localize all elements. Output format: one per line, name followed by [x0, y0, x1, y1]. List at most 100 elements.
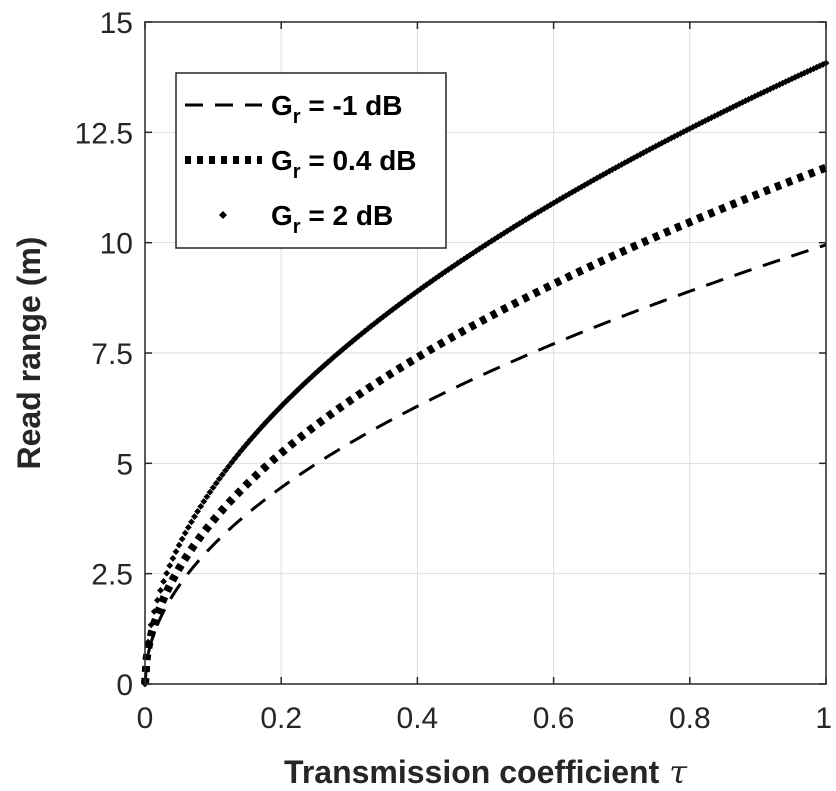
- y-tick-label: 7.5: [91, 338, 133, 371]
- data-point-marker: [482, 241, 489, 249]
- data-point-marker: [698, 118, 706, 126]
- data-point-marker: [203, 493, 211, 501]
- legend-label-subscript: r: [293, 161, 301, 183]
- y-tick-label: 12.5: [75, 117, 133, 150]
- x-axis-label-text: Transmission coefficient: [284, 754, 660, 790]
- data-point-marker: [206, 488, 214, 496]
- data-point-marker: [212, 479, 220, 487]
- data-point-marker: [807, 66, 814, 74]
- data-point-marker: [674, 131, 681, 139]
- data-point-marker: [144, 638, 152, 646]
- data-point-marker: [225, 463, 232, 470]
- data-point-marker: [773, 82, 780, 90]
- data-point-marker: [308, 372, 316, 380]
- data-point-marker: [197, 502, 205, 510]
- data-point-marker: [188, 518, 195, 526]
- data-point-marker: [735, 100, 743, 108]
- data-point-marker: [147, 621, 155, 629]
- legend-label: Gr = -1 dB: [271, 90, 403, 128]
- data-point-marker: [268, 412, 276, 420]
- data-point-marker: [401, 296, 409, 304]
- legend-label-subscript: r: [293, 216, 301, 238]
- data-point-marker: [488, 237, 496, 245]
- legend-label-main: G: [271, 90, 293, 121]
- data-point-marker: [194, 507, 202, 515]
- x-axis-label: Transmission coefficient τ: [284, 753, 688, 791]
- legend-label: Gr = 0.4 dB: [271, 145, 417, 183]
- data-point-marker: [695, 120, 703, 128]
- legend-label-subscript: r: [293, 106, 301, 128]
- data-point-marker: [568, 188, 576, 196]
- data-point-marker: [435, 272, 443, 280]
- data-point-marker: [222, 467, 229, 474]
- data-point-marker: [677, 129, 684, 137]
- data-point-marker: [612, 164, 619, 172]
- data-point-marker: [228, 459, 236, 466]
- data-point-marker: [565, 190, 573, 198]
- data-point-marker: [599, 171, 607, 179]
- data-point-marker: [475, 245, 483, 253]
- series-markers-gr-2db: [141, 59, 830, 688]
- legend-label-rest: = 2 dB: [301, 200, 394, 231]
- data-point-marker: [169, 555, 177, 562]
- legend-label-rest: = 0.4 dB: [301, 145, 417, 176]
- data-point-marker: [166, 562, 174, 569]
- x-tick-label: 1: [815, 702, 832, 735]
- x-tick-label: 0.4: [397, 702, 439, 735]
- data-point-marker: [643, 147, 650, 155]
- data-point-marker: [720, 108, 728, 115]
- data-point-marker: [522, 216, 530, 224]
- data-point-marker: [234, 451, 242, 459]
- series-line-gr-minus-1db: [143, 243, 827, 685]
- x-tick-label: 0.6: [533, 702, 575, 735]
- data-point-marker: [389, 306, 397, 313]
- x-tick-label: 0.8: [669, 702, 711, 735]
- data-point-marker: [358, 330, 366, 338]
- data-point-marker: [525, 214, 533, 222]
- legend-label-main: G: [271, 200, 293, 231]
- data-point-marker: [178, 535, 186, 543]
- y-tick-label: 0: [116, 669, 133, 702]
- data-point-marker: [655, 141, 663, 149]
- data-point-marker: [692, 122, 700, 129]
- y-tick-label: 2.5: [91, 559, 133, 592]
- y-tick-label: 5: [116, 448, 133, 481]
- data-point-marker: [175, 541, 183, 549]
- x-tick-label: 0.2: [260, 702, 302, 735]
- data-point-marker: [181, 529, 189, 537]
- data-point-marker: [209, 484, 217, 492]
- data-point-marker: [231, 455, 239, 462]
- data-point-marker: [441, 268, 449, 276]
- data-point-marker: [395, 301, 403, 309]
- series-line-gr-0-4db: [141, 163, 828, 685]
- data-point-marker: [218, 471, 226, 479]
- legend-label: Gr = 2 dB: [271, 200, 393, 238]
- data-point-marker: [150, 608, 158, 615]
- legend-swatch-diamond: [219, 211, 227, 219]
- legend-label-main: G: [271, 145, 293, 176]
- data-point-marker: [184, 523, 192, 531]
- data-point-marker: [680, 128, 688, 136]
- data-point-marker: [763, 87, 771, 94]
- data-point-marker: [215, 475, 223, 483]
- data-point-marker: [237, 447, 245, 455]
- data-point-marker: [163, 569, 171, 577]
- data-point-marker: [172, 548, 180, 556]
- data-point-marker: [200, 498, 208, 505]
- data-point-marker: [348, 337, 356, 345]
- data-point-marker: [516, 220, 523, 227]
- data-point-marker: [153, 596, 161, 604]
- y-axis-label: Read range (m): [11, 237, 47, 470]
- data-point-marker: [157, 586, 164, 594]
- legend-label-rest: = -1 dB: [301, 90, 403, 121]
- data-point-marker: [559, 194, 567, 201]
- series-layer: [141, 59, 830, 688]
- x-tick-label: 0: [137, 702, 154, 735]
- x-axis-label-symbol: τ: [669, 753, 688, 791]
- data-point-marker: [160, 578, 167, 585]
